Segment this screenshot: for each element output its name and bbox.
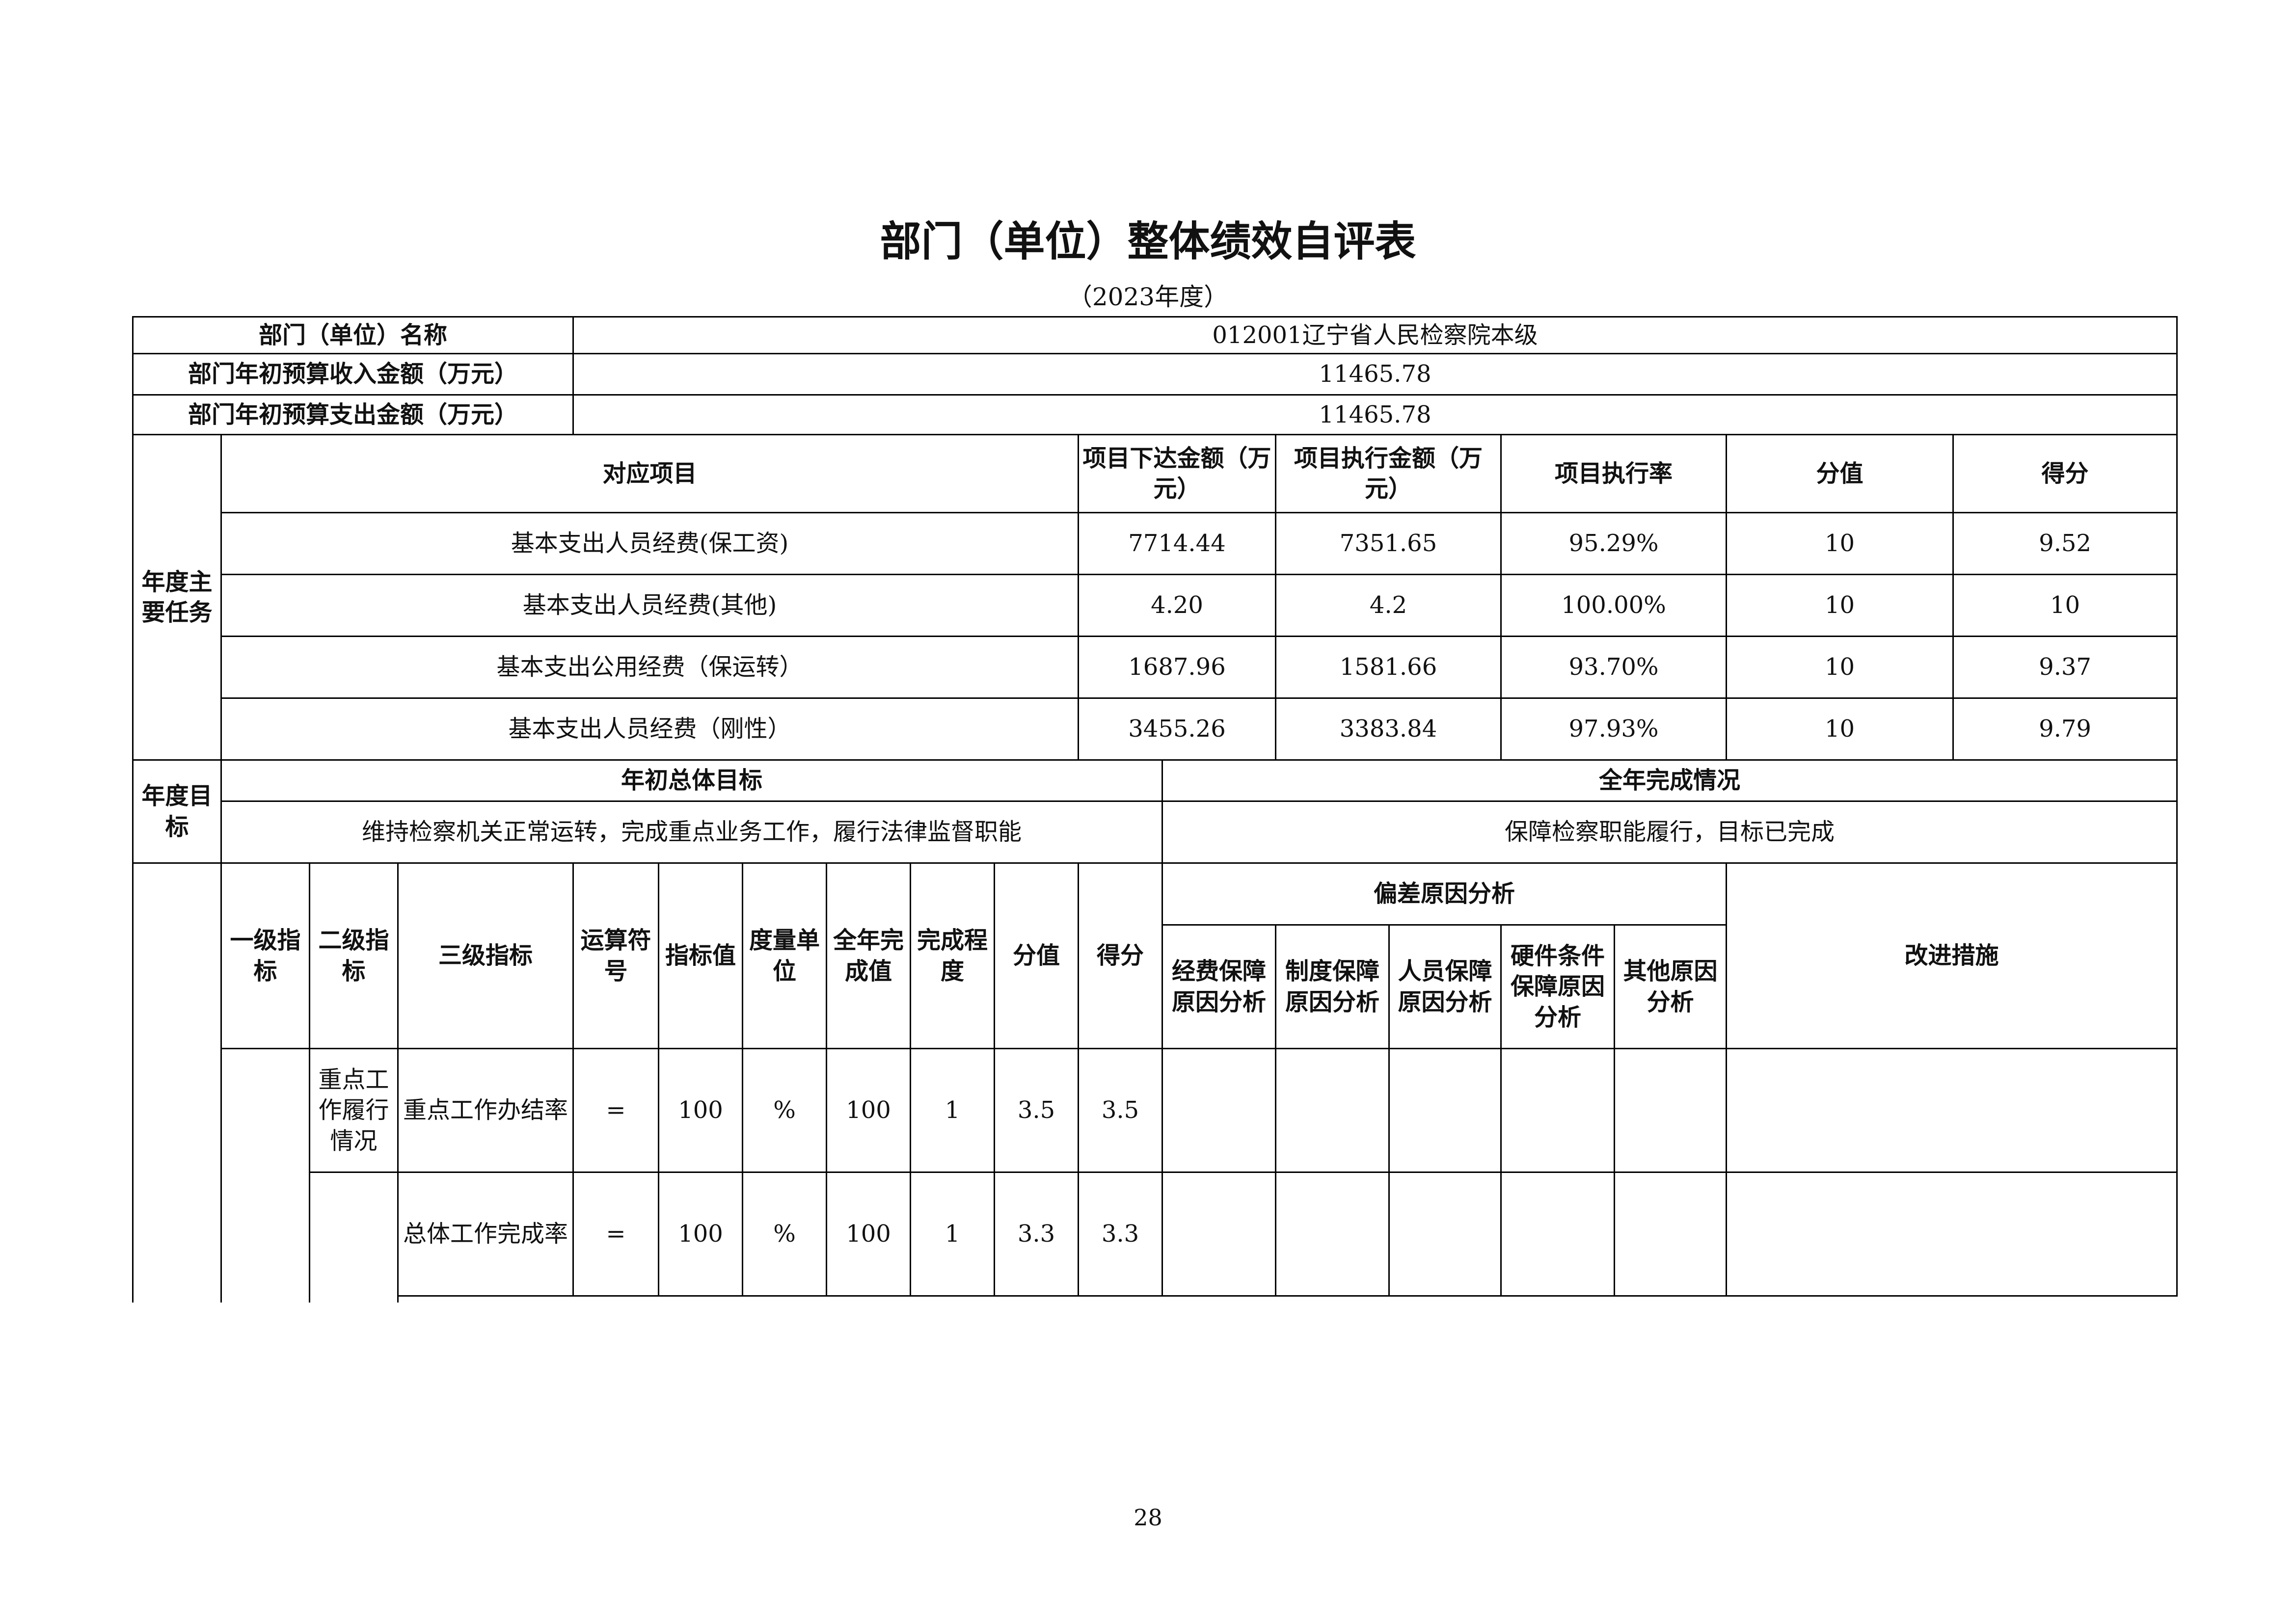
improve-cell <box>1726 1171 2178 1297</box>
indicator-unit: % <box>742 1048 827 1173</box>
tasks-cell: 9.52 <box>1952 512 2178 575</box>
indicator-header: 指标值 <box>658 862 743 1049</box>
tasks-cell: 3383.84 <box>1275 697 1502 761</box>
indicator-level3: 总体工作完成率 <box>397 1171 574 1297</box>
tasks-cell: 基本支出人员经费(其他) <box>220 574 1079 637</box>
deviation-subheader: 其他原因分析 <box>1614 924 1727 1049</box>
indicator-actual: 100 <box>826 1048 911 1173</box>
tasks-cell: 7351.65 <box>1275 512 1502 575</box>
deviation-cell <box>1388 1171 1502 1297</box>
tasks-cell: 10 <box>1952 574 2178 637</box>
tasks-cell: 4.20 <box>1078 574 1276 637</box>
deviation-subheader: 经费保障原因分析 <box>1162 924 1276 1049</box>
tasks-cell: 9.79 <box>1952 697 2178 761</box>
goals-initial-value: 维持检察机关正常运转，完成重点业务工作，履行法律监督职能 <box>220 800 1163 864</box>
indicators-section-label <box>132 862 222 1303</box>
expense-value: 11465.78 <box>572 394 2178 435</box>
tasks-header: 项目下达金额（万元） <box>1078 434 1276 513</box>
expense-label: 部门年初预算支出金额（万元） <box>132 394 574 435</box>
tasks-cell: 1581.66 <box>1275 636 1502 699</box>
tasks-section-label: 年度主要任务 <box>132 434 222 761</box>
deviation-subheader: 人员保障原因分析 <box>1388 924 1502 1049</box>
indicator-header: 度量单位 <box>742 862 827 1049</box>
deviation-cell <box>1614 1171 1727 1297</box>
indicator-degree: 1 <box>910 1171 995 1297</box>
deviation-cell <box>1388 1048 1502 1173</box>
tasks-cell: 97.93% <box>1500 697 1727 761</box>
page-number: 28 <box>1134 1504 1162 1531</box>
deviation-cell <box>1162 1171 1276 1297</box>
deviation-cell <box>1500 1048 1615 1173</box>
indicator-op: = <box>572 1171 659 1297</box>
goals-initial-header: 年初总体目标 <box>220 759 1163 802</box>
indicator-degree: 1 <box>910 1048 995 1173</box>
indicator-header: 运算符号 <box>572 862 659 1049</box>
indicator-score: 3.5 <box>1078 1048 1163 1173</box>
indicator-unit: % <box>742 1171 827 1297</box>
indicator-score_value: 3.5 <box>994 1048 1079 1173</box>
tasks-header: 项目执行率 <box>1500 434 1727 513</box>
indicator-target: 100 <box>658 1171 743 1297</box>
indicator-actual: 100 <box>826 1171 911 1297</box>
income-label: 部门年初预算收入金额（万元） <box>132 353 574 396</box>
improve-header: 改进措施 <box>1726 862 2178 1049</box>
deviation-cell <box>1500 1171 1615 1297</box>
indicator-header: 全年完成值 <box>826 862 911 1049</box>
indicator-header: 完成程度 <box>910 862 995 1049</box>
page-title: 部门（单位）整体绩效自评表 <box>880 217 1416 266</box>
indicator-header: 三级指标 <box>397 862 574 1049</box>
indicator-header: 得分 <box>1078 862 1163 1049</box>
deviation-subheader: 制度保障原因分析 <box>1275 924 1390 1049</box>
deviation-cell <box>1275 1048 1390 1173</box>
deviation-cell <box>1162 1048 1276 1173</box>
deviation-cell <box>1614 1048 1727 1173</box>
tasks-cell: 10 <box>1726 512 1954 575</box>
tasks-cell: 100.00% <box>1500 574 1727 637</box>
tasks-cell: 10 <box>1726 697 1954 761</box>
tasks-header: 项目执行金额（万元） <box>1275 434 1502 513</box>
income-value: 11465.78 <box>572 353 2178 396</box>
deviation-header: 偏差原因分析 <box>1162 862 1727 926</box>
indicator-header: 分值 <box>994 862 1079 1049</box>
deviation-subheader: 硬件条件保障原因分析 <box>1500 924 1615 1049</box>
tasks-cell: 9.37 <box>1952 636 2178 699</box>
tasks-cell: 基本支出人员经费(保工资) <box>220 512 1079 575</box>
tasks-cell: 93.70% <box>1500 636 1727 699</box>
goals-completion-header: 全年完成情况 <box>1162 759 2178 802</box>
name-label: 部门（单位）名称 <box>132 316 574 354</box>
tasks-header: 对应项目 <box>220 434 1079 513</box>
name-value: 012001辽宁省人民检察院本级 <box>572 316 2178 354</box>
indicator-header: 一级指标 <box>220 862 310 1049</box>
tasks-cell: 4.2 <box>1275 574 1502 637</box>
indicator-header: 二级指标 <box>309 862 399 1049</box>
tasks-cell: 基本支出公用经费（保运转） <box>220 636 1079 699</box>
level2-cell <box>309 1171 399 1303</box>
level2-cell: 重点工作履行情况 <box>309 1048 399 1173</box>
indicator-target: 100 <box>658 1048 743 1173</box>
tasks-cell: 7714.44 <box>1078 512 1276 575</box>
tasks-cell: 95.29% <box>1500 512 1727 575</box>
tasks-header: 得分 <box>1952 434 2178 513</box>
deviation-cell <box>1275 1171 1390 1297</box>
indicator-level3: 重点工作办结率 <box>397 1048 574 1173</box>
goals-section-label: 年度目标 <box>132 759 222 864</box>
tasks-header: 分值 <box>1726 434 1954 513</box>
indicator-op: = <box>572 1048 659 1173</box>
page-subtitle: （2023年度） <box>1067 283 1229 311</box>
tasks-cell: 1687.96 <box>1078 636 1276 699</box>
tasks-cell: 10 <box>1726 574 1954 637</box>
tasks-cell: 3455.26 <box>1078 697 1276 761</box>
goals-completion-value: 保障检察职能履行，目标已完成 <box>1162 800 2178 864</box>
tasks-cell: 基本支出人员经费（刚性） <box>220 697 1079 761</box>
indicator-score: 3.3 <box>1078 1171 1163 1297</box>
improve-cell <box>1726 1048 2178 1173</box>
tasks-cell: 10 <box>1726 636 1954 699</box>
level1-cell <box>220 1048 310 1303</box>
indicator-score_value: 3.3 <box>994 1171 1079 1297</box>
